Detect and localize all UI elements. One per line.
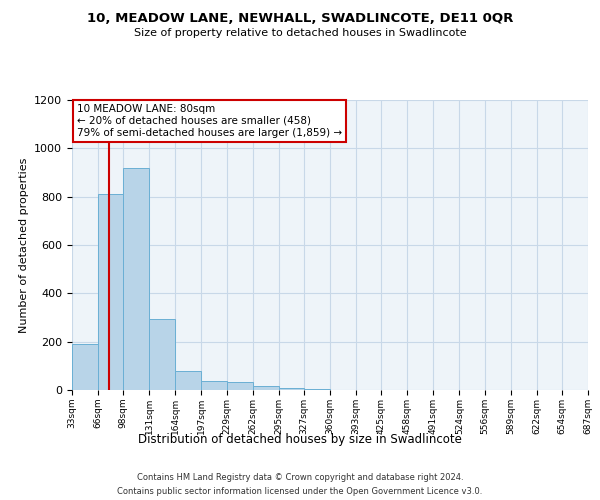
Bar bbox=[279, 388, 304, 390]
Bar bbox=[304, 389, 330, 390]
Bar bbox=[72, 344, 98, 390]
Text: Contains public sector information licensed under the Open Government Licence v3: Contains public sector information licen… bbox=[118, 488, 482, 496]
Text: 10, MEADOW LANE, NEWHALL, SWADLINCOTE, DE11 0QR: 10, MEADOW LANE, NEWHALL, SWADLINCOTE, D… bbox=[87, 12, 513, 26]
Text: Size of property relative to detached houses in Swadlincote: Size of property relative to detached ho… bbox=[134, 28, 466, 38]
Bar bbox=[202, 381, 227, 390]
Text: Distribution of detached houses by size in Swadlincote: Distribution of detached houses by size … bbox=[138, 432, 462, 446]
Bar bbox=[123, 168, 149, 390]
Bar bbox=[175, 370, 202, 390]
Y-axis label: Number of detached properties: Number of detached properties bbox=[19, 158, 29, 332]
Bar bbox=[149, 318, 175, 390]
Text: Contains HM Land Registry data © Crown copyright and database right 2024.: Contains HM Land Registry data © Crown c… bbox=[137, 472, 463, 482]
Bar bbox=[98, 194, 123, 390]
Bar bbox=[227, 382, 253, 390]
Bar bbox=[253, 386, 279, 390]
Text: 10 MEADOW LANE: 80sqm
← 20% of detached houses are smaller (458)
79% of semi-det: 10 MEADOW LANE: 80sqm ← 20% of detached … bbox=[77, 104, 342, 138]
